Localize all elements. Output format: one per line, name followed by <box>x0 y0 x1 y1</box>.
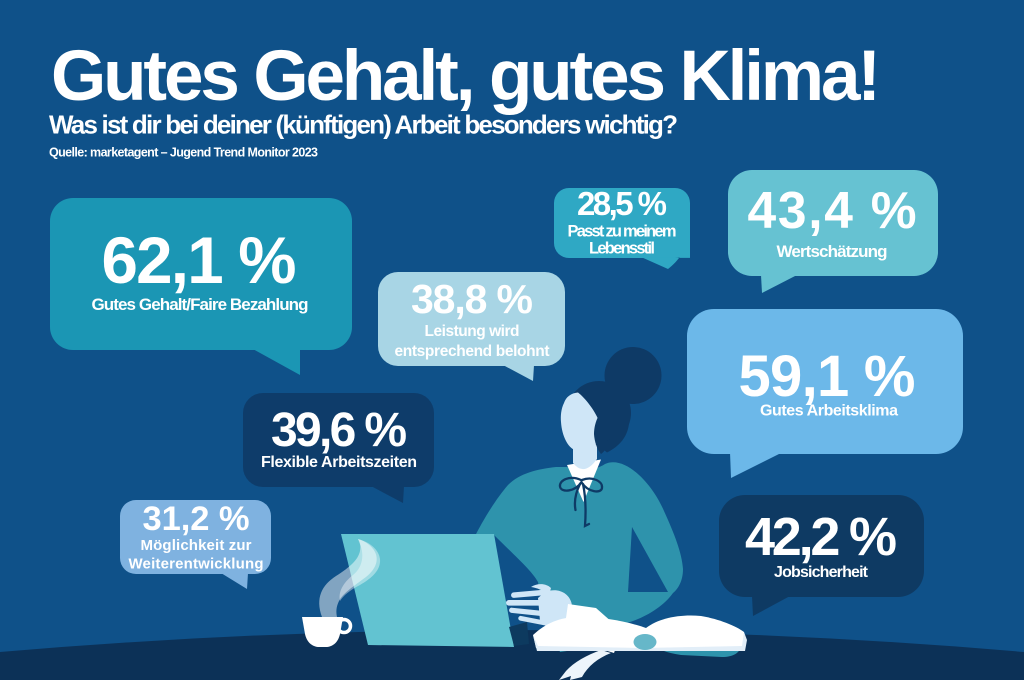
svg-text:Gutes Gehalt, gutes Klima!: Gutes Gehalt, gutes Klima! <box>51 37 881 116</box>
svg-text:43,4 %: 43,4 % <box>748 181 917 239</box>
svg-text:Was ist dir bei deiner (künfti: Was ist dir bei deiner (künftigen) Arbei… <box>49 110 678 140</box>
svg-text:Lebensstil: Lebensstil <box>589 240 655 258</box>
svg-text:Wertschätzung: Wertschätzung <box>777 242 888 261</box>
svg-text:entsprechend belohnt: entsprechend belohnt <box>395 343 550 360</box>
svg-text:38,8 %: 38,8 % <box>411 276 533 322</box>
svg-text:Passt zu meinem: Passt zu meinem <box>568 223 677 241</box>
svg-text:62,1 %: 62,1 % <box>102 224 297 297</box>
svg-text:42,2 %: 42,2 % <box>745 507 897 567</box>
svg-text:Gutes Gehalt/Faire Bezahlung: Gutes Gehalt/Faire Bezahlung <box>92 295 309 314</box>
svg-text:39,6 %: 39,6 % <box>271 404 407 457</box>
svg-text:Jobsicherheit: Jobsicherheit <box>774 564 869 581</box>
svg-text:Flexible Arbeitszeiten: Flexible Arbeitszeiten <box>261 454 417 471</box>
svg-text:Weiterentwicklung: Weiterentwicklung <box>129 556 264 573</box>
svg-text:Leistung wird: Leistung wird <box>425 323 520 340</box>
svg-text:Gutes Arbeitsklima: Gutes Arbeitsklima <box>760 403 898 420</box>
svg-text:59,1 %: 59,1 % <box>739 344 916 409</box>
svg-text:Möglichkeit zur: Möglichkeit zur <box>141 537 252 554</box>
svg-text:31,2 %: 31,2 % <box>143 500 250 538</box>
svg-text:Quelle: marketagent – Jugend T: Quelle: marketagent – Jugend Trend Monit… <box>49 146 318 160</box>
svg-text:28,5 %: 28,5 % <box>577 185 667 222</box>
